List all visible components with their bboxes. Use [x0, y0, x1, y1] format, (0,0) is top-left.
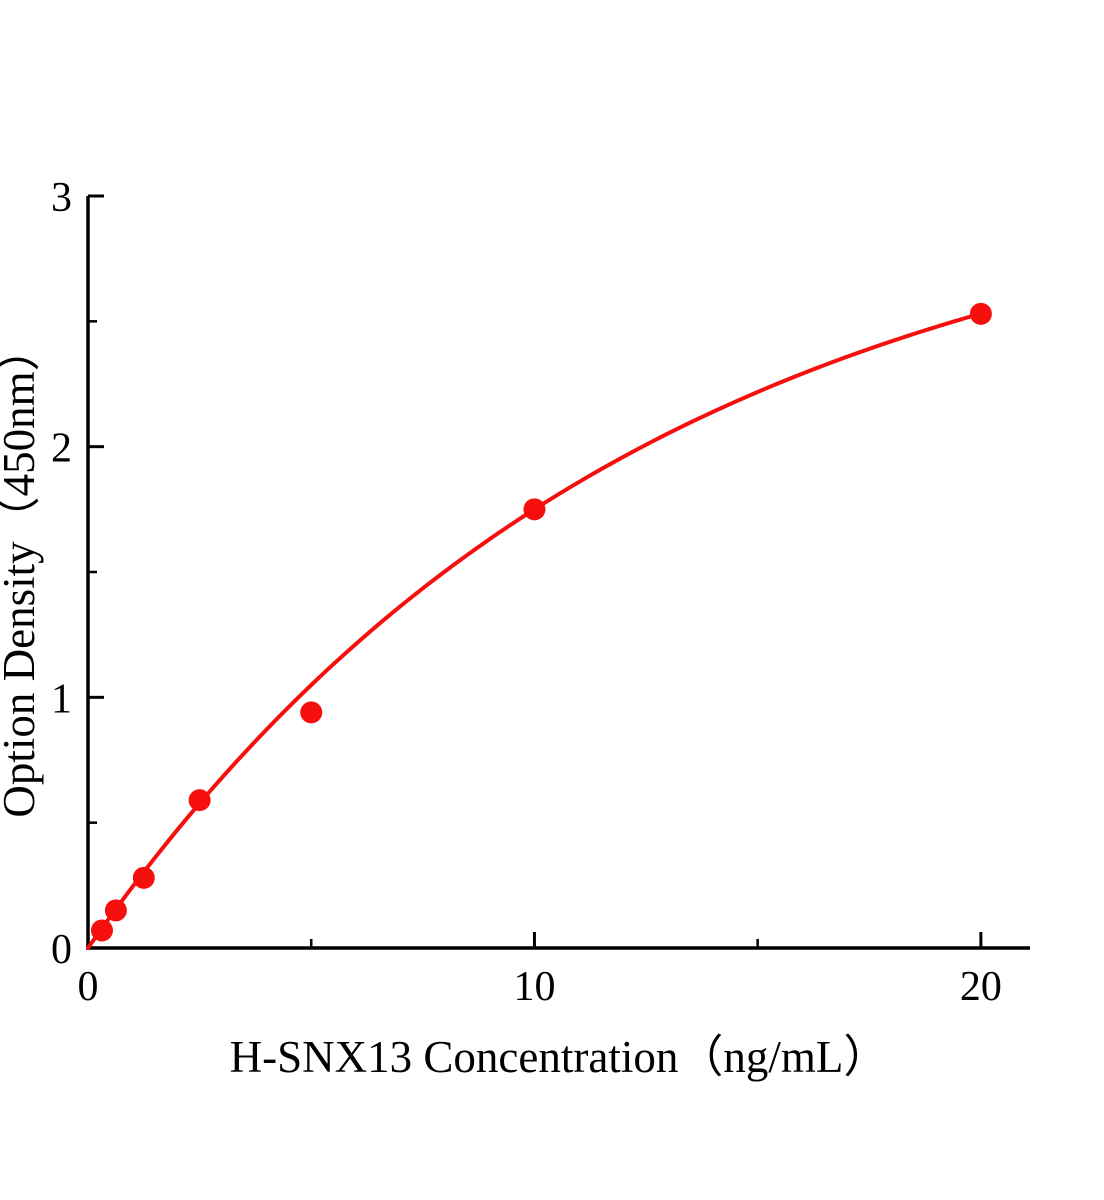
data-point — [188, 789, 211, 812]
x-tick-label: 10 — [513, 964, 555, 1010]
y-tick-label: 3 — [51, 175, 72, 221]
x-tick-label: 20 — [960, 964, 1002, 1010]
data-point — [90, 919, 113, 942]
data-point — [104, 899, 127, 922]
x-axis-title: H-SNX13 Concentration（ng/mL） — [230, 1032, 889, 1082]
data-point — [969, 302, 992, 325]
data-point — [523, 498, 546, 521]
x-tick-label: 0 — [78, 964, 99, 1010]
y-tick-label: 2 — [51, 426, 72, 472]
data-point — [132, 866, 155, 889]
data-point — [300, 701, 323, 724]
y-tick-label: 0 — [51, 927, 72, 973]
y-tick-label: 1 — [51, 676, 72, 722]
y-axis-title: Option Density（450nm） — [0, 326, 44, 817]
fit-curve — [86, 311, 983, 950]
